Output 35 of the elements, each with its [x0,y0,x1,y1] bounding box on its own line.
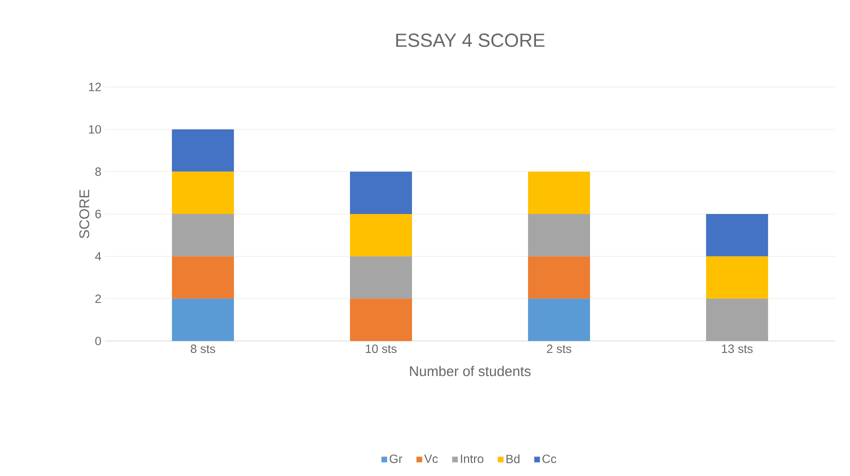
x-axis-title: Number of students [410,366,531,376]
bar [350,172,412,214]
legend-label: Cc [542,454,556,464]
bar [706,214,768,256]
y-tick-label: 12 [89,82,101,92]
y-tick-label: 4 [95,252,102,260]
x-tick-label: 2 sts [546,344,572,354]
y-tick-label: 2 [95,294,101,303]
bar [172,214,234,256]
bar [706,298,768,341]
y-tick-label: 8 [95,167,101,176]
bar [172,129,234,172]
bar [350,214,412,256]
y-tick-label: 10 [89,125,102,134]
legend-label: Gr [390,454,402,464]
bar [172,172,234,214]
bar [528,214,590,256]
bar [528,172,590,214]
x-tick-label: 8 sts [190,344,216,354]
legend-label: Vc [424,454,438,464]
bar [172,256,234,299]
bar [350,256,412,299]
bar [350,298,412,341]
bar [528,256,590,299]
y-tick-label: 6 [95,210,101,218]
y-axis-title: SCORE [79,190,90,238]
y-tick-label: 0 [95,336,102,346]
chart-title: ESSAY 4 SCORE [396,34,544,47]
x-tick-label: 13 sts [722,344,753,354]
legend-label: Intro [460,454,484,464]
bar [706,256,768,299]
legend-label: Bd [506,454,520,464]
x-tick-label: 10 sts [366,344,397,354]
bar [172,298,234,341]
bar [528,298,590,341]
